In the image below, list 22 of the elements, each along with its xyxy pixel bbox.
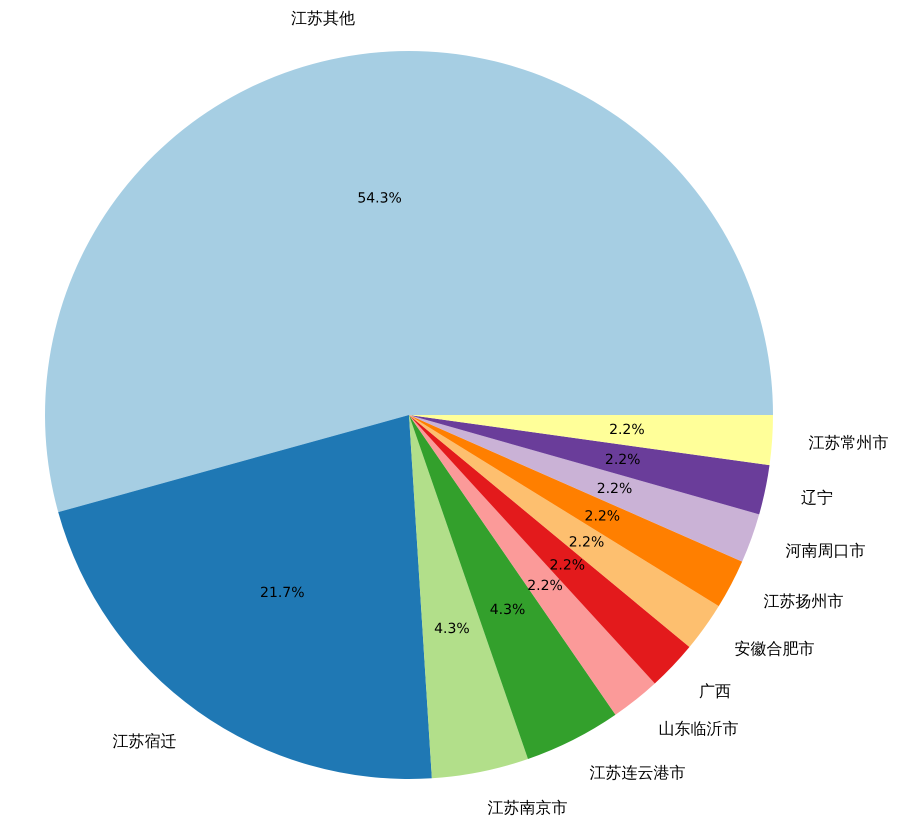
category-label: 广西 [699,681,732,700]
category-label: 辽宁 [800,488,833,507]
value-label: 2.2% [604,452,640,468]
value-label: 4.3% [490,602,526,618]
value-label: 2.2% [609,422,645,438]
value-label: 2.2% [568,534,604,550]
category-label: 江苏扬州市 [763,592,844,611]
value-label: 4.3% [434,621,470,638]
value-label: 2.2% [584,508,620,525]
value-label: 2.2% [549,558,586,574]
category-label: 安徽合肥市 [734,638,814,658]
value-label: 21.7% [260,584,305,601]
value-label: 2.2% [527,578,563,594]
category-label: 河南周口市 [786,541,866,560]
category-label: 江苏其他 [291,8,356,28]
category-label: 江苏宿迁 [112,732,177,751]
category-label: 江苏连云港市 [590,762,686,782]
category-label: 山东临沂市 [658,718,738,738]
value-label: 54.3% [357,190,402,207]
category-label: 江苏南京市 [488,798,568,818]
value-label: 2.2% [596,480,632,497]
category-label: 江苏常州市 [808,433,888,452]
